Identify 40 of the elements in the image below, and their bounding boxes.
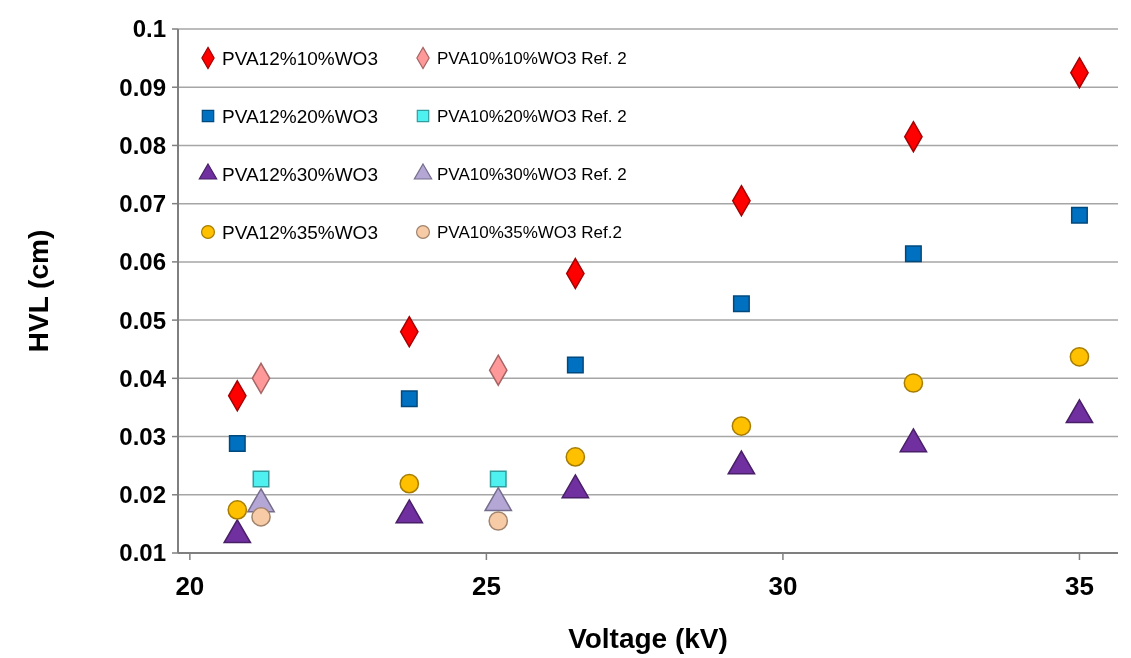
y-tick-label: 0.05 — [119, 306, 166, 334]
legend-label: PVA12%10%WO3 — [222, 47, 378, 69]
legend-label: PVA12%30%WO3 — [222, 163, 378, 185]
x-tick-label: 25 — [471, 571, 501, 601]
point — [732, 295, 750, 313]
point — [566, 356, 584, 374]
point — [400, 390, 418, 408]
legend-label: PVA10%35%WO3 Ref.2 — [437, 222, 622, 242]
point — [1069, 346, 1090, 367]
y-tick-label: 0.09 — [119, 73, 166, 101]
point — [227, 500, 248, 520]
y-tick-label: 0.04 — [119, 364, 167, 392]
point — [251, 507, 271, 527]
legend-label: PVA10%10%WO3 Ref. 2 — [437, 48, 627, 68]
y-tick-label: 0.02 — [119, 481, 166, 509]
legend-label: PVA10%30%WO3 Ref. 2 — [437, 164, 627, 184]
y-tick-label: 0.06 — [119, 248, 166, 276]
point — [399, 473, 420, 494]
y-tick-label: 0.03 — [119, 422, 166, 450]
y-tick-label: 0.08 — [119, 131, 166, 159]
x-axis-title: Voltage (kV) — [568, 623, 728, 654]
point — [252, 470, 270, 488]
y-tick-label: 0.01 — [119, 539, 166, 567]
point — [1070, 206, 1088, 224]
x-tick-label: 30 — [768, 571, 798, 601]
point — [489, 470, 507, 488]
x-tick-label: 20 — [175, 571, 205, 601]
point — [228, 435, 246, 453]
point — [565, 447, 586, 467]
legend-label: PVA12%35%WO3 — [222, 221, 378, 243]
legend-label: PVA10%20%WO3 Ref. 2 — [437, 106, 627, 126]
x-tick-label: 35 — [1064, 571, 1094, 601]
y-tick-label: 0.07 — [119, 190, 166, 218]
point — [488, 511, 509, 531]
point — [731, 416, 752, 436]
legend-label: PVA12%20%WO3 — [222, 105, 378, 127]
y-tick-label: 0.1 — [132, 15, 166, 43]
point — [904, 245, 922, 263]
point — [903, 373, 924, 393]
y-axis-title: HVL (cm) — [23, 229, 54, 353]
